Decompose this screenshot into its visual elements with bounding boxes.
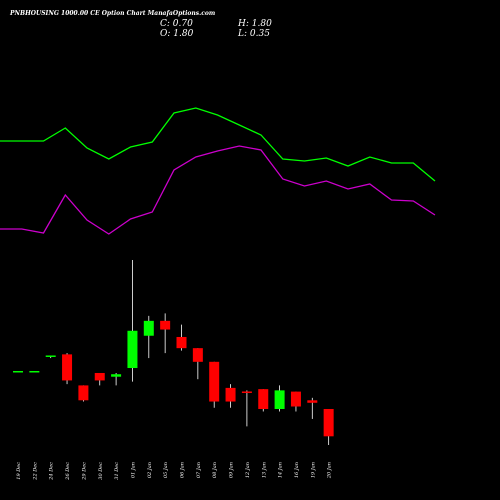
candle-body [290,391,301,407]
x-tick-label: 05 Jan [163,462,169,478]
candle-body [307,400,318,403]
x-tick-label: 30 Dec [98,462,104,480]
x-tick-label: 07 Jan [196,462,202,478]
x-tick-label: 20 Jan [327,462,333,479]
high-label: H: [238,19,249,29]
green-indicator-line [0,107,436,182]
candle-body [209,361,220,402]
x-tick-label: 29 Dec [81,462,87,481]
close-label: C: [160,19,170,29]
magenta-indicator-line [0,145,436,235]
low-value: 0.35 [249,29,270,39]
chart-title: PNBHOUSING 1000.00 CE Option Chart Manaf… [10,10,216,17]
open-stat: O: 1.80 [160,29,193,39]
x-tick-label: 19 Jan [310,462,316,478]
candle-body [29,370,40,373]
low-stat: L: 0.35 [238,29,270,39]
candles [13,260,334,445]
candle-body [127,330,138,369]
x-axis-tick-labels: 19 Dec 22 Dec 24 Dec 26 Dec 29 Dec 30 Dec 31 D… [16,462,333,481]
candle-body [323,408,334,437]
x-tick-label: 06 Jan [180,462,186,478]
x-tick-label: 24 Dec [49,462,55,481]
close-stat: C: 0.70 [160,19,193,29]
candle-body [258,389,269,409]
candle-body [13,370,23,373]
x-tick-label: 19 Dec [16,462,22,480]
indicator-lines [0,107,436,235]
x-tick-label: 09 Jan [229,462,235,478]
x-tick-label: 26 Dec [65,462,71,481]
x-tick-label: 22 Dec [32,462,38,481]
candle-body [192,348,203,362]
x-tick-label: 02 Jan [147,462,153,478]
x-tick-label: 08 Jan [212,462,218,478]
open-value: 1.80 [173,29,194,39]
candle-body [45,355,56,357]
candle-body [94,372,105,381]
candle-body [160,320,171,330]
x-tick-label: 13 Jan [261,462,267,478]
x-tick-label: 14 Jan [278,462,284,478]
candle-body [62,354,73,381]
candle-body [274,390,285,409]
x-tick-label: 16 Jan [294,462,300,478]
high-stat: H: 1.80 [238,19,272,29]
x-tick-label: 31 Dec [114,462,120,480]
candle-body [241,391,252,393]
x-tick-label: 12 Jan [245,462,251,478]
x-tick-label: 01 Jan [130,462,136,478]
close-value: 0.70 [172,19,193,29]
candle-body [78,385,89,401]
open-label: O: [160,29,171,39]
candle-body [225,387,236,402]
candle-body [111,374,122,377]
high-value: 1.80 [251,19,272,29]
candle-body [176,336,187,349]
low-label: L: [238,29,248,39]
candle-body [143,320,154,336]
